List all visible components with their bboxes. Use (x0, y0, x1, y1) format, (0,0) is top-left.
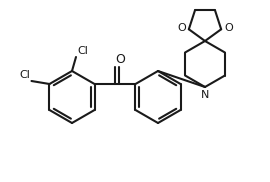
Text: O: O (116, 53, 126, 66)
Text: N: N (201, 90, 209, 100)
Text: Cl: Cl (20, 70, 31, 80)
Text: O: O (177, 23, 186, 33)
Text: Cl: Cl (77, 46, 88, 56)
Text: O: O (224, 23, 233, 33)
